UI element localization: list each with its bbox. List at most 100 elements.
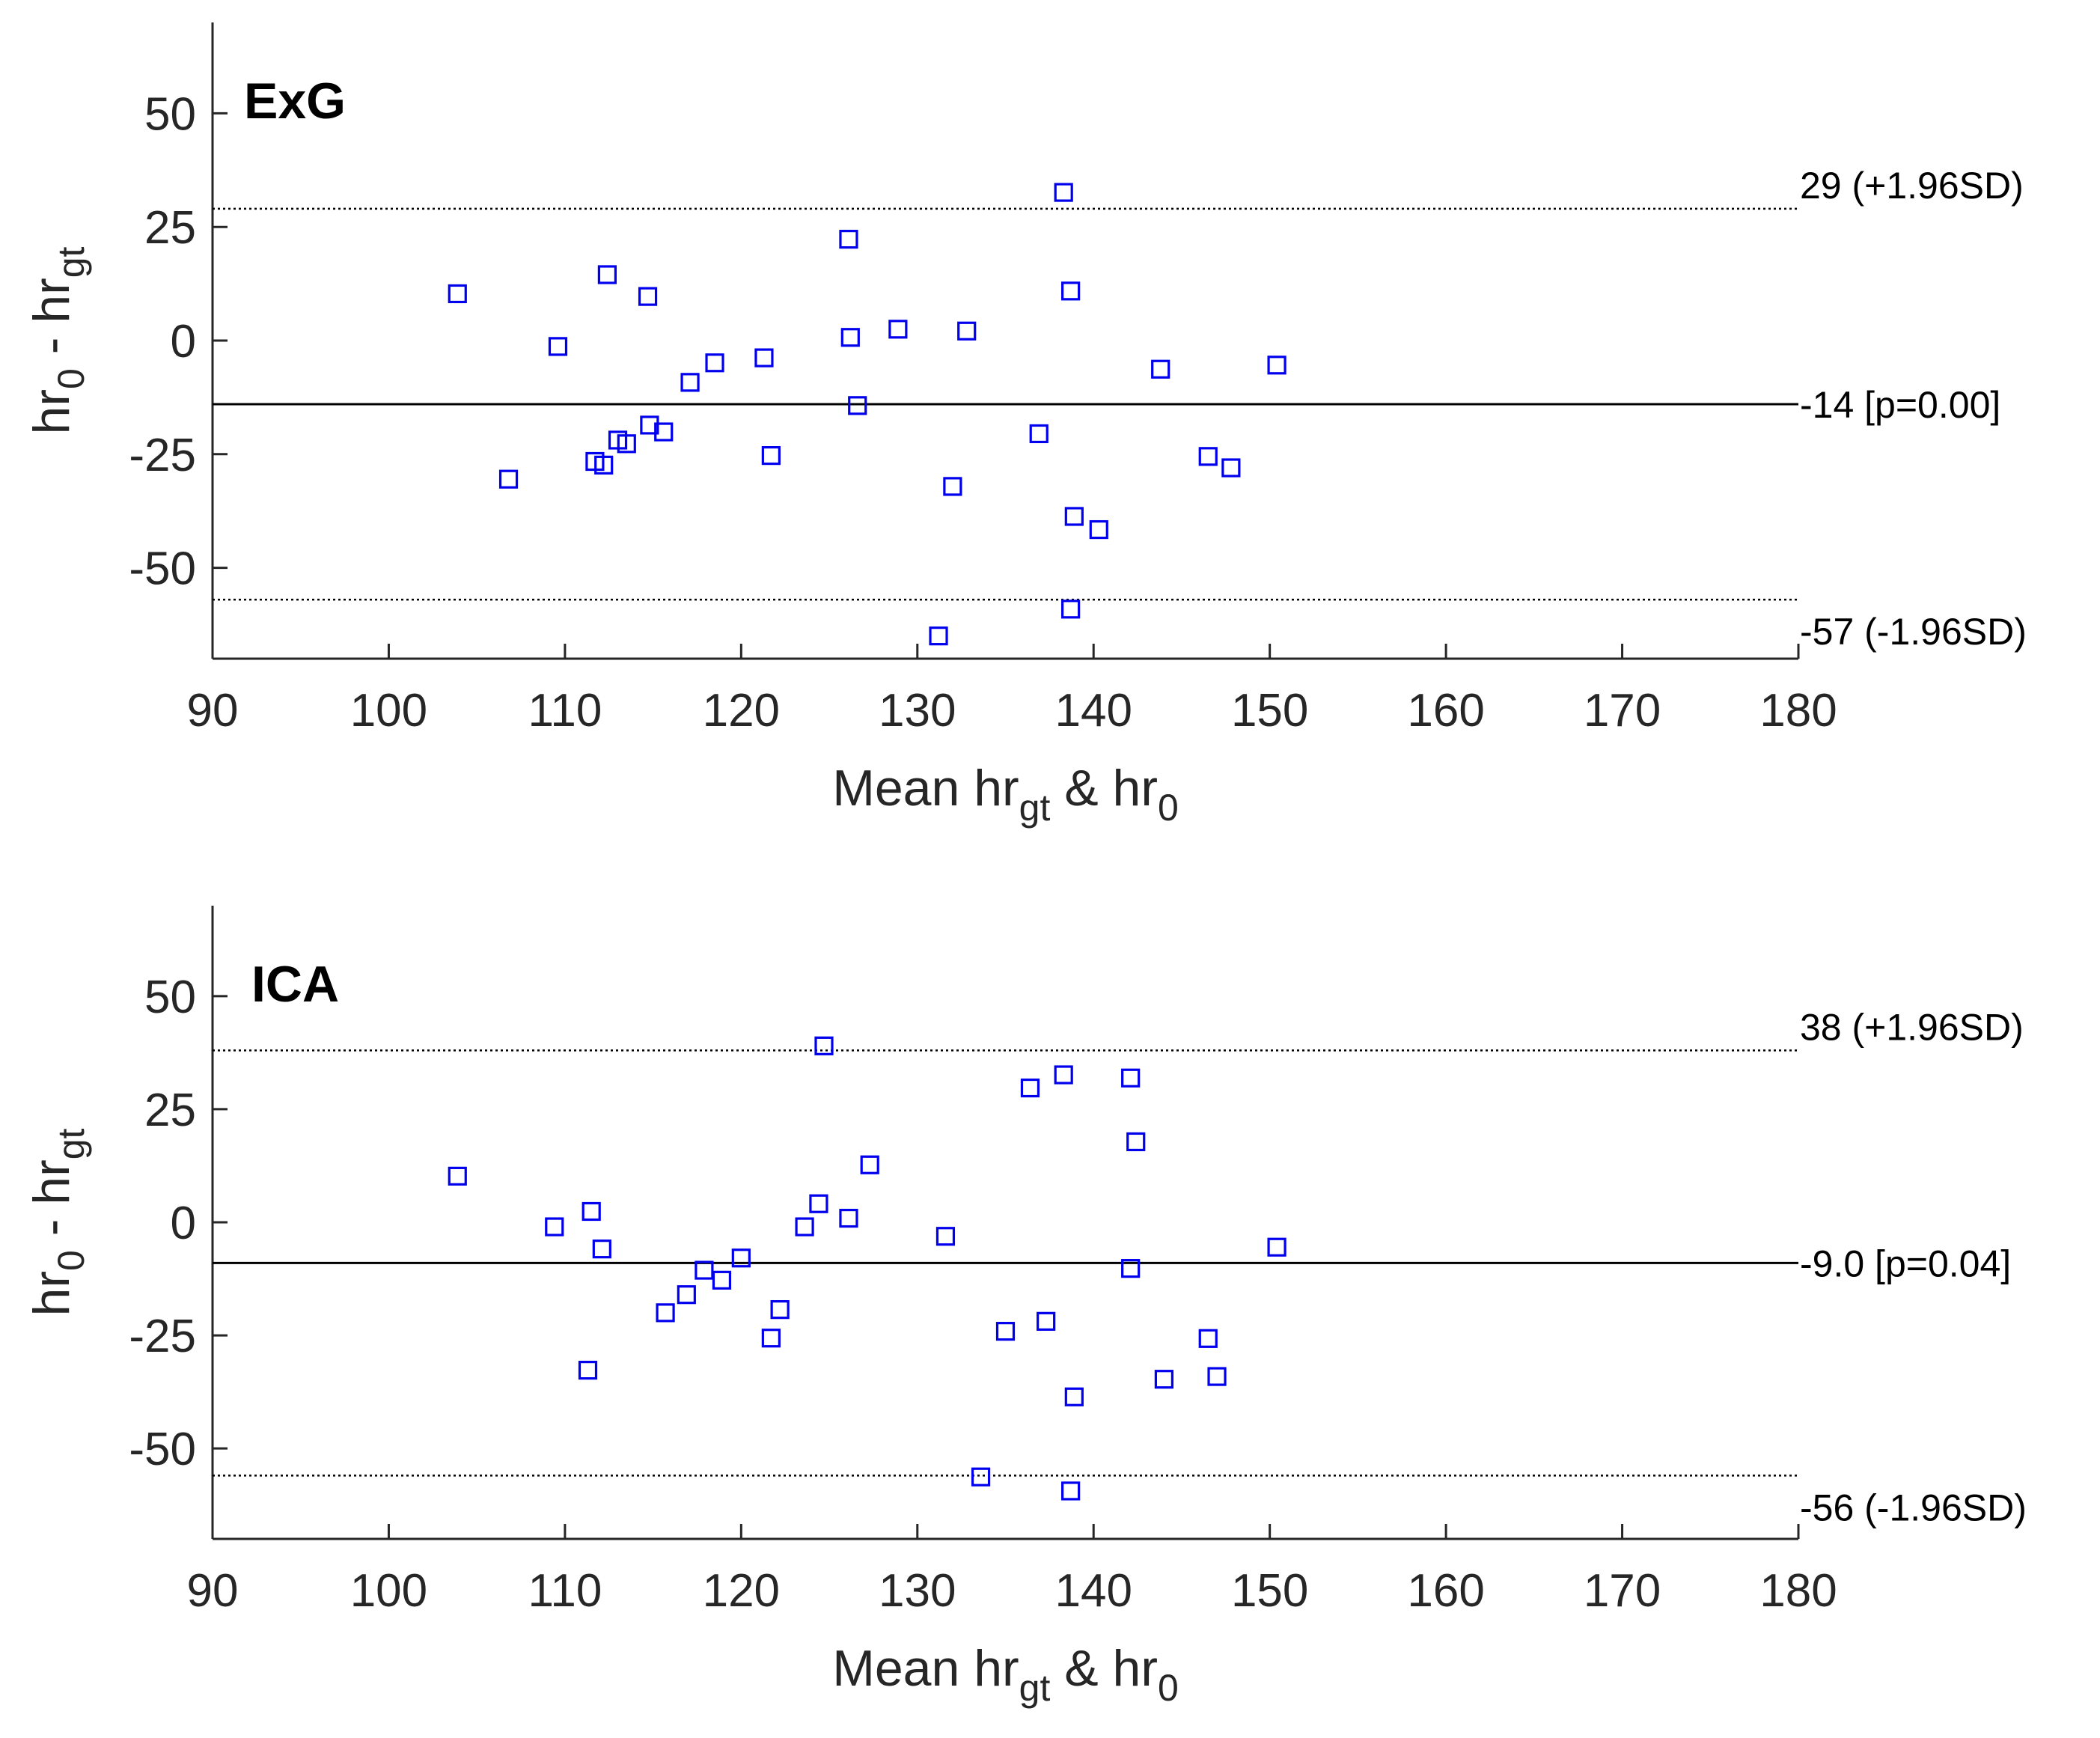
y-label-subscript: 0: [50, 368, 92, 389]
data-point: [761, 446, 781, 466]
data-point: [656, 1303, 675, 1323]
data-point: [1151, 359, 1170, 379]
y-tick-label: -50: [129, 1424, 196, 1475]
panel-title: ICA: [251, 956, 339, 1013]
lower-limit-label: -56 (-1.96SD): [1800, 1487, 2027, 1528]
x-tick-label: 120: [703, 1565, 780, 1617]
data-point: [1198, 1329, 1218, 1348]
data-point: [848, 396, 867, 415]
data-point: [597, 265, 617, 284]
mean-difference-label: -14 [p=0.00]: [1800, 384, 2000, 426]
x-axis-label: Mean hrgt & hr0: [832, 1640, 1179, 1709]
data-point: [1037, 1311, 1056, 1331]
x-tick-label: 140: [1054, 685, 1132, 737]
data-point: [731, 1248, 751, 1268]
x-tick-label: 160: [1407, 685, 1484, 737]
data-point: [1054, 1065, 1073, 1085]
x-tick-label: 170: [1584, 1565, 1661, 1617]
x-tick-label: 90: [187, 1565, 239, 1617]
data-point: [640, 415, 659, 435]
data-point: [654, 422, 674, 442]
y-label-text: hr: [23, 1271, 80, 1316]
data-point: [545, 1217, 564, 1237]
upper-limit-label: 29 (+1.96SD): [1800, 165, 2024, 207]
data-point: [1064, 507, 1084, 526]
x-label-subscript: 0: [1158, 1667, 1179, 1709]
data-point: [448, 1166, 467, 1186]
data-point: [935, 1227, 956, 1246]
y-axis-label: hr0 - hrgt: [23, 246, 92, 434]
data-point: [617, 434, 636, 454]
x-tick-label: 90: [187, 685, 239, 737]
data-point: [705, 353, 724, 373]
data-point: [1054, 183, 1073, 202]
x-label-text: & hr: [1050, 760, 1158, 817]
x-tick-label: 180: [1759, 685, 1837, 737]
data-point: [1221, 458, 1241, 478]
data-point: [957, 321, 977, 341]
y-label-text: - hr: [23, 1159, 80, 1250]
data-point: [839, 230, 858, 249]
data-point: [860, 1155, 879, 1174]
data-point: [1154, 1370, 1174, 1389]
data-point: [1061, 281, 1081, 301]
x-tick-label: 130: [879, 1565, 956, 1617]
data-point: [498, 469, 519, 489]
data-point: [1061, 1481, 1081, 1501]
data-point: [761, 1329, 781, 1348]
data-point: [592, 1240, 611, 1259]
data-point: [1207, 1367, 1227, 1386]
y-label-text: hr: [23, 389, 80, 434]
data-point: [1089, 519, 1108, 540]
chart-panel-ica: 90 100 110 120 130 140 150 160 170 180 50 25 0 -25 -50…: [23, 906, 2027, 1709]
data-point: [754, 348, 774, 368]
data-point: [1126, 1132, 1146, 1152]
y-tick-label: 50: [144, 972, 196, 1023]
data-point: [943, 477, 962, 496]
y-tick-label: 25: [144, 1085, 196, 1136]
data-point: [1064, 1387, 1084, 1406]
data-point: [995, 1322, 1016, 1341]
data-point: [929, 626, 948, 646]
x-label-subscript: gt: [1019, 787, 1051, 829]
x-tick-label: 170: [1584, 685, 1661, 737]
data-point: [638, 287, 658, 306]
y-tick-label: 25: [144, 202, 196, 254]
y-tick-label: 0: [171, 1198, 196, 1249]
x-label-text: & hr: [1050, 1640, 1158, 1697]
y-label-subscript: 0: [50, 1250, 92, 1271]
y-tick-label: -50: [129, 543, 196, 595]
x-tick-label: 100: [350, 685, 427, 737]
data-point: [677, 1285, 696, 1305]
data-point: [448, 284, 467, 304]
data-point: [594, 455, 614, 475]
lower-limit-label: -57 (-1.96SD): [1800, 611, 2027, 653]
y-tick-label: 50: [144, 88, 196, 140]
x-tick-label: 140: [1054, 1565, 1132, 1617]
data-point: [888, 320, 908, 339]
x-tick-label: 110: [528, 685, 602, 737]
x-tick-label: 160: [1407, 1565, 1484, 1617]
data-point: [814, 1036, 834, 1055]
data-point: [1267, 356, 1286, 375]
data-point: [809, 1194, 828, 1213]
data-point: [839, 1208, 858, 1228]
y-tick-label: -25: [129, 430, 196, 481]
y-axis-label: hr0 - hrgt: [23, 1128, 92, 1316]
x-axis-label: Mean hrgt & hr0: [832, 760, 1179, 829]
data-point: [971, 1467, 991, 1487]
x-tick-label: 180: [1759, 1565, 1837, 1617]
x-label-text: Mean hr: [832, 760, 1019, 817]
data-point: [1020, 1078, 1040, 1098]
x-label-text: Mean hr: [832, 1640, 1019, 1697]
data-point: [1198, 447, 1218, 466]
data-point: [1029, 424, 1049, 444]
data-point: [1061, 600, 1081, 619]
data-point: [680, 373, 700, 392]
x-tick-label: 130: [879, 685, 956, 737]
x-tick-label: 120: [703, 685, 780, 737]
data-point: [1121, 1068, 1141, 1088]
y-label-subscript: gt: [50, 246, 92, 278]
y-label-subscript: gt: [50, 1128, 92, 1159]
